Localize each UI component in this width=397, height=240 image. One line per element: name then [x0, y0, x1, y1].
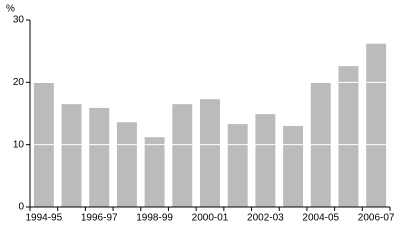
- x-tick-label: 1994-95: [25, 213, 62, 224]
- bar: [200, 99, 220, 207]
- y-tick-label: 0: [18, 202, 24, 213]
- bar: [144, 137, 165, 207]
- x-tick-label: 1996-97: [81, 213, 118, 224]
- bar: [89, 107, 110, 207]
- x-tick-label: 2000-01: [192, 213, 229, 224]
- bar: [116, 122, 137, 207]
- bar: [366, 43, 387, 207]
- y-tick-label: 20: [13, 77, 25, 88]
- bar: [255, 114, 276, 207]
- bar: [227, 124, 248, 207]
- bar: [172, 104, 193, 207]
- chart: % 1994-95 1996-97 1998-99 2000-01 2002-03 200…: [6, 4, 395, 224]
- x-tick-label: 2002-03: [247, 213, 284, 224]
- x-tick-label: 1998-99: [136, 213, 173, 224]
- bar: [338, 66, 359, 207]
- x-tick-label: 2006-07: [358, 213, 395, 224]
- bar: [283, 125, 304, 207]
- y-tick-label: 30: [13, 15, 25, 26]
- bar: [61, 104, 82, 207]
- x-tick-label: 2004-05: [302, 213, 339, 224]
- y-axis-label: %: [6, 4, 15, 15]
- y-tick-label: 10: [13, 139, 25, 150]
